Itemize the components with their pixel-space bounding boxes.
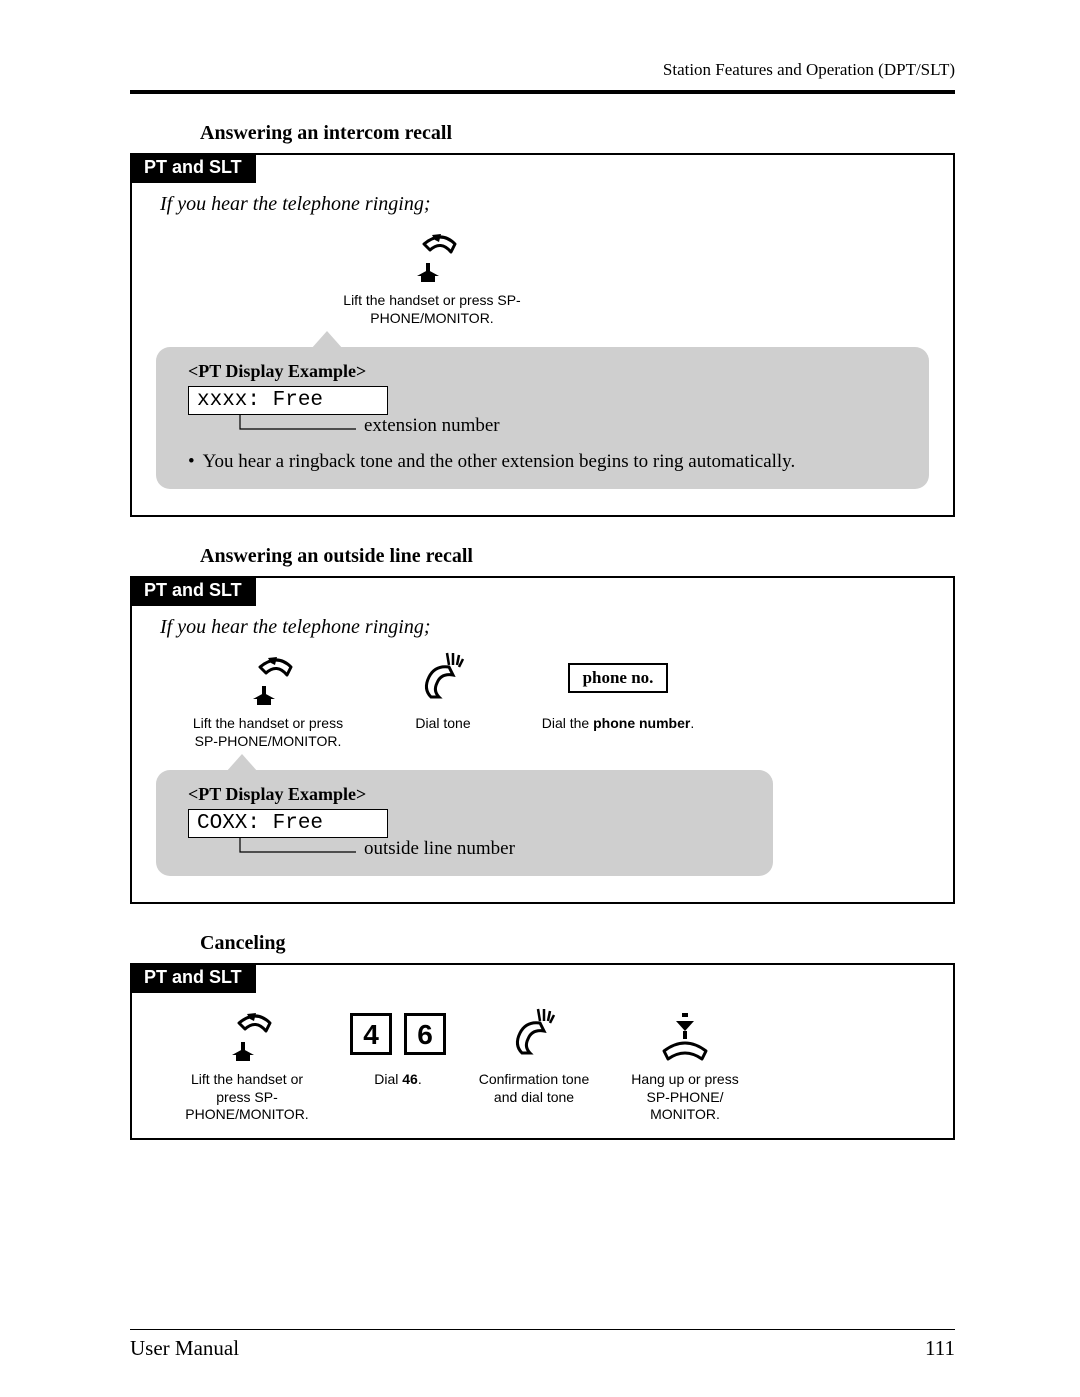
procedure-box-1: PT and SLT If you hear the telephone rin… <box>130 153 955 517</box>
step-dial-46: 4 6 Dial 46. <box>348 1003 448 1089</box>
lcd-display-2: COXX: Free <box>188 809 388 838</box>
callout-pointer <box>311 331 343 349</box>
annotation-connector <box>238 838 358 860</box>
step-caption: Dial tone <box>415 715 470 733</box>
scenario-text-1: If you hear the telephone ringing; <box>160 193 953 216</box>
step-caption: Dial the phone number. <box>542 715 694 733</box>
dialtone-icon <box>413 649 473 709</box>
header-rule <box>130 90 955 94</box>
offhook-icon <box>401 230 463 286</box>
annotation-label: extension number <box>364 415 500 437</box>
keypad-4: 4 <box>350 1013 392 1055</box>
footer-page-number: 111 <box>925 1336 955 1361</box>
section-title-1: Answering an intercom recall <box>200 122 955 145</box>
onhook-icon <box>652 1009 718 1065</box>
step-caption: Confirmation tone and dial tone <box>474 1071 594 1106</box>
callout-note: • You hear a ringback tone and the other… <box>188 451 907 473</box>
footer-left: User Manual <box>130 1336 239 1361</box>
page-footer: User Manual 111 <box>130 1329 955 1361</box>
callout-title: <PT Display Example> <box>188 784 751 805</box>
step-phone-number: phone no. Dial the phone number. <box>538 647 698 733</box>
step-lift-handset-2: Lift the handset or press SP-PHONE/MONIT… <box>188 647 348 750</box>
display-callout-1: <PT Display Example> xxxx: Free extensio… <box>156 347 929 489</box>
section-title-3: Canceling <box>200 932 955 955</box>
step-caption: Lift the handset or press SP-PHONE/MONIT… <box>188 715 348 750</box>
step-caption: Hang up or press SP-PHONE/ MONITOR. <box>620 1071 750 1124</box>
offhook-icon <box>237 653 299 709</box>
bullet-icon: • <box>188 451 195 473</box>
tab-pt-slt-3: PT and SLT <box>130 963 256 993</box>
step-caption: Lift the handset or press SP-PHONE/MONIT… <box>172 1071 322 1124</box>
page-header: Station Features and Operation (DPT/SLT) <box>130 60 955 80</box>
annotation-connector <box>238 415 358 437</box>
keypad-6: 6 <box>404 1013 446 1055</box>
step-lift-handset-1: Lift the handset or press SP-PHONE/MONIT… <box>282 224 582 327</box>
note-text: You hear a ringback tone and the other e… <box>203 451 796 473</box>
procedure-box-3: PT and SLT Lift the handset or press SP-… <box>130 963 955 1140</box>
step-lift-handset-3: Lift the handset or press SP-PHONE/MONIT… <box>172 1003 322 1124</box>
procedure-box-2: PT and SLT If you hear the telephone rin… <box>130 576 955 904</box>
section-title-2: Answering an outside line recall <box>200 545 955 568</box>
annotation-label: outside line number <box>364 838 515 860</box>
scenario-text-2: If you hear the telephone ringing; <box>160 616 953 639</box>
callout-title: <PT Display Example> <box>188 361 907 382</box>
step-dial-tone: Dial tone <box>388 647 498 733</box>
phone-no-box: phone no. <box>568 663 668 692</box>
callout-pointer <box>226 754 258 772</box>
tab-pt-slt-2: PT and SLT <box>130 576 256 606</box>
dialtone-icon <box>504 1005 564 1065</box>
tab-pt-slt-1: PT and SLT <box>130 153 256 183</box>
step-hangup: Hang up or press SP-PHONE/ MONITOR. <box>620 1003 750 1124</box>
step-caption: Lift the handset or press SP-PHONE/MONIT… <box>282 292 582 327</box>
display-callout-2: <PT Display Example> COXX: Free outside … <box>156 770 773 876</box>
step-confirmation-tone: Confirmation tone and dial tone <box>474 1003 594 1106</box>
lcd-display-1: xxxx: Free <box>188 386 388 415</box>
offhook-icon <box>216 1009 278 1065</box>
step-caption: Dial 46. <box>374 1071 421 1089</box>
